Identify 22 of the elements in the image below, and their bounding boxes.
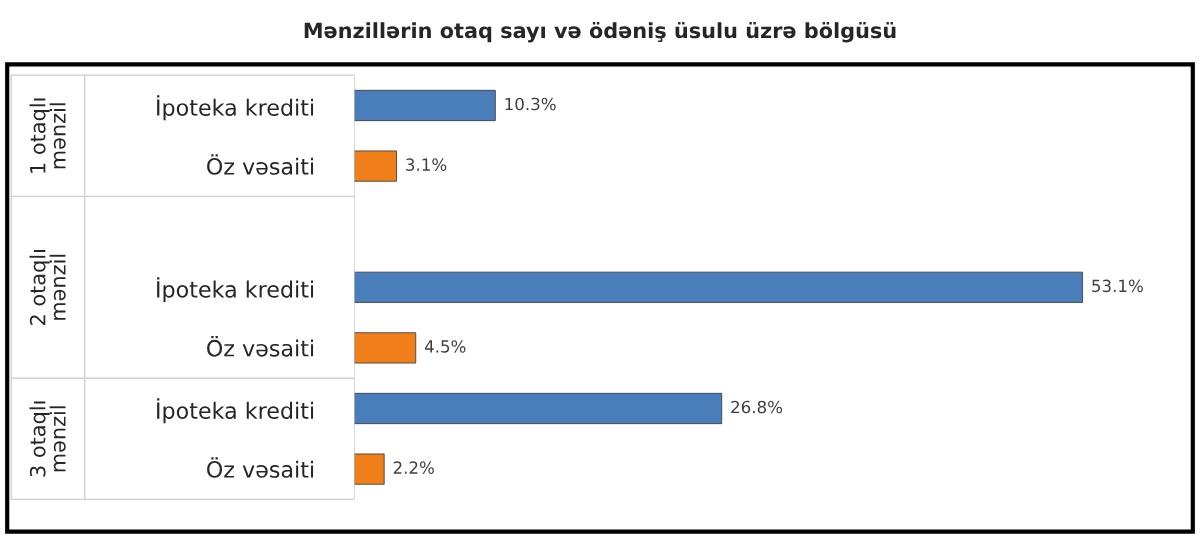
data-label: 26.8% [731, 400, 783, 414]
chart-title: Mənzillərin otaq sayı və ödəniş üsulu üzrə bölgüsü [304, 21, 896, 43]
y-tick-label: Öz vəsaiti [207, 154, 314, 175]
data-label: 2.2% [393, 461, 434, 474]
bar [354, 150, 397, 182]
y-tick-label: İpoteka krediti [157, 398, 314, 424]
bar [354, 271, 1083, 303]
bar [354, 453, 385, 485]
text: 2 otaqlı mənzil [29, 250, 66, 325]
data-label: 4.5% [424, 340, 466, 353]
text: 3 otaqlı mənzil [29, 401, 66, 477]
bar [354, 332, 417, 364]
data-label: 10.3% [505, 97, 556, 111]
y-tick-label: Öz vəsaiti [207, 336, 314, 357]
data-label: 53.1% [1092, 279, 1143, 293]
bar [354, 89, 496, 122]
y-tick-label: İpoteka krediti [157, 277, 314, 303]
bar [354, 392, 723, 425]
text: 1 otaqlı mənzil [29, 98, 66, 173]
y-tick-label: Öz vəsaiti [207, 457, 314, 478]
data-label: 3.1% [406, 158, 447, 171]
y-tick-label: İpoteka krediti [157, 95, 314, 121]
